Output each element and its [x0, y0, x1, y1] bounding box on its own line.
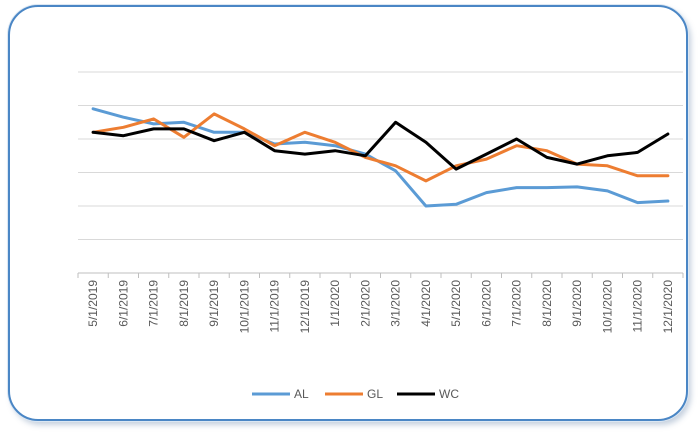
- x-tick-label: 5/1/2020: [449, 280, 463, 327]
- x-tick-label: 10/1/2020: [600, 280, 614, 334]
- x-tick-label: 4/1/2020: [419, 280, 433, 327]
- x-tick-label: 9/1/2020: [570, 280, 584, 327]
- x-tick-label: 3/1/2020: [389, 280, 403, 327]
- series-line-wc: [91, 120, 670, 171]
- x-tick-label: 5/1/2019: [86, 280, 100, 327]
- chart-frame: [8, 5, 688, 421]
- legend-label-wc: WC: [439, 387, 459, 401]
- series-line-al: [91, 107, 670, 208]
- x-tick-label: 6/1/2019: [116, 280, 130, 327]
- x-tick-label: 1/1/2020: [328, 280, 342, 327]
- x-tick-label: 9/1/2019: [207, 280, 221, 327]
- x-tick-label: 11/1/2019: [268, 280, 282, 333]
- x-tick-label: 10/1/2019: [237, 280, 251, 334]
- x-tick-label: 7/1/2019: [147, 280, 161, 327]
- x-tick-label: 12/1/2020: [661, 280, 675, 334]
- x-tick-label: 8/1/2020: [540, 280, 554, 327]
- x-tick-label: 12/1/2019: [298, 280, 312, 334]
- x-tick-label: 7/1/2020: [510, 280, 524, 327]
- x-tick-label: 8/1/2019: [177, 280, 191, 327]
- x-tick-label: 11/1/2020: [631, 280, 645, 333]
- x-tick-label: 6/1/2020: [479, 280, 493, 327]
- legend-label-gl: GL: [367, 387, 383, 401]
- legend-label-al: AL: [294, 387, 309, 401]
- x-tick-label: 2/1/2020: [358, 280, 372, 327]
